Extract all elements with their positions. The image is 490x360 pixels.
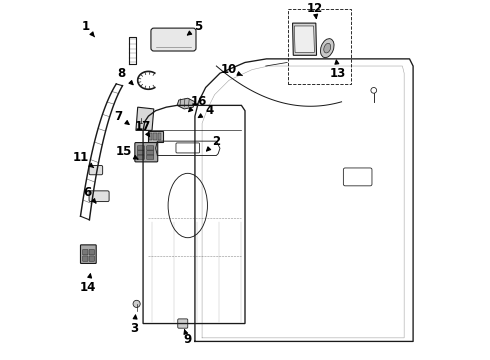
FancyBboxPatch shape — [147, 150, 154, 155]
Text: 11: 11 — [73, 151, 94, 168]
FancyBboxPatch shape — [135, 143, 158, 162]
Polygon shape — [136, 107, 154, 130]
FancyBboxPatch shape — [137, 155, 145, 159]
FancyBboxPatch shape — [147, 155, 154, 159]
Text: 14: 14 — [79, 274, 96, 294]
Bar — [158, 133, 161, 140]
Text: 6: 6 — [83, 186, 96, 203]
Text: 17: 17 — [135, 120, 151, 136]
FancyBboxPatch shape — [83, 256, 88, 261]
Text: 15: 15 — [116, 145, 138, 159]
Text: 10: 10 — [221, 63, 243, 76]
Bar — [153, 133, 157, 140]
FancyBboxPatch shape — [80, 245, 96, 264]
Text: 7: 7 — [114, 109, 129, 125]
Polygon shape — [293, 23, 317, 55]
Text: 16: 16 — [189, 95, 207, 112]
Bar — [288, 9, 350, 84]
FancyBboxPatch shape — [89, 191, 109, 202]
Text: 4: 4 — [198, 104, 213, 118]
Text: 12: 12 — [307, 2, 323, 18]
Circle shape — [133, 300, 140, 307]
FancyBboxPatch shape — [89, 249, 95, 255]
Text: 9: 9 — [184, 330, 192, 346]
Text: 2: 2 — [207, 135, 220, 151]
FancyBboxPatch shape — [147, 146, 154, 150]
Text: 1: 1 — [82, 20, 95, 37]
Text: 8: 8 — [118, 67, 133, 85]
Ellipse shape — [320, 39, 334, 58]
Ellipse shape — [324, 43, 331, 53]
Bar — [149, 133, 152, 140]
FancyBboxPatch shape — [83, 249, 88, 255]
Polygon shape — [177, 98, 195, 109]
FancyBboxPatch shape — [89, 256, 95, 261]
FancyBboxPatch shape — [137, 146, 145, 150]
Text: 13: 13 — [330, 60, 346, 80]
FancyBboxPatch shape — [178, 319, 188, 328]
FancyBboxPatch shape — [151, 28, 196, 51]
FancyBboxPatch shape — [89, 166, 102, 175]
Polygon shape — [294, 26, 315, 53]
Text: 3: 3 — [130, 315, 138, 336]
Text: 5: 5 — [187, 20, 203, 35]
Polygon shape — [147, 131, 163, 142]
FancyBboxPatch shape — [137, 150, 145, 155]
